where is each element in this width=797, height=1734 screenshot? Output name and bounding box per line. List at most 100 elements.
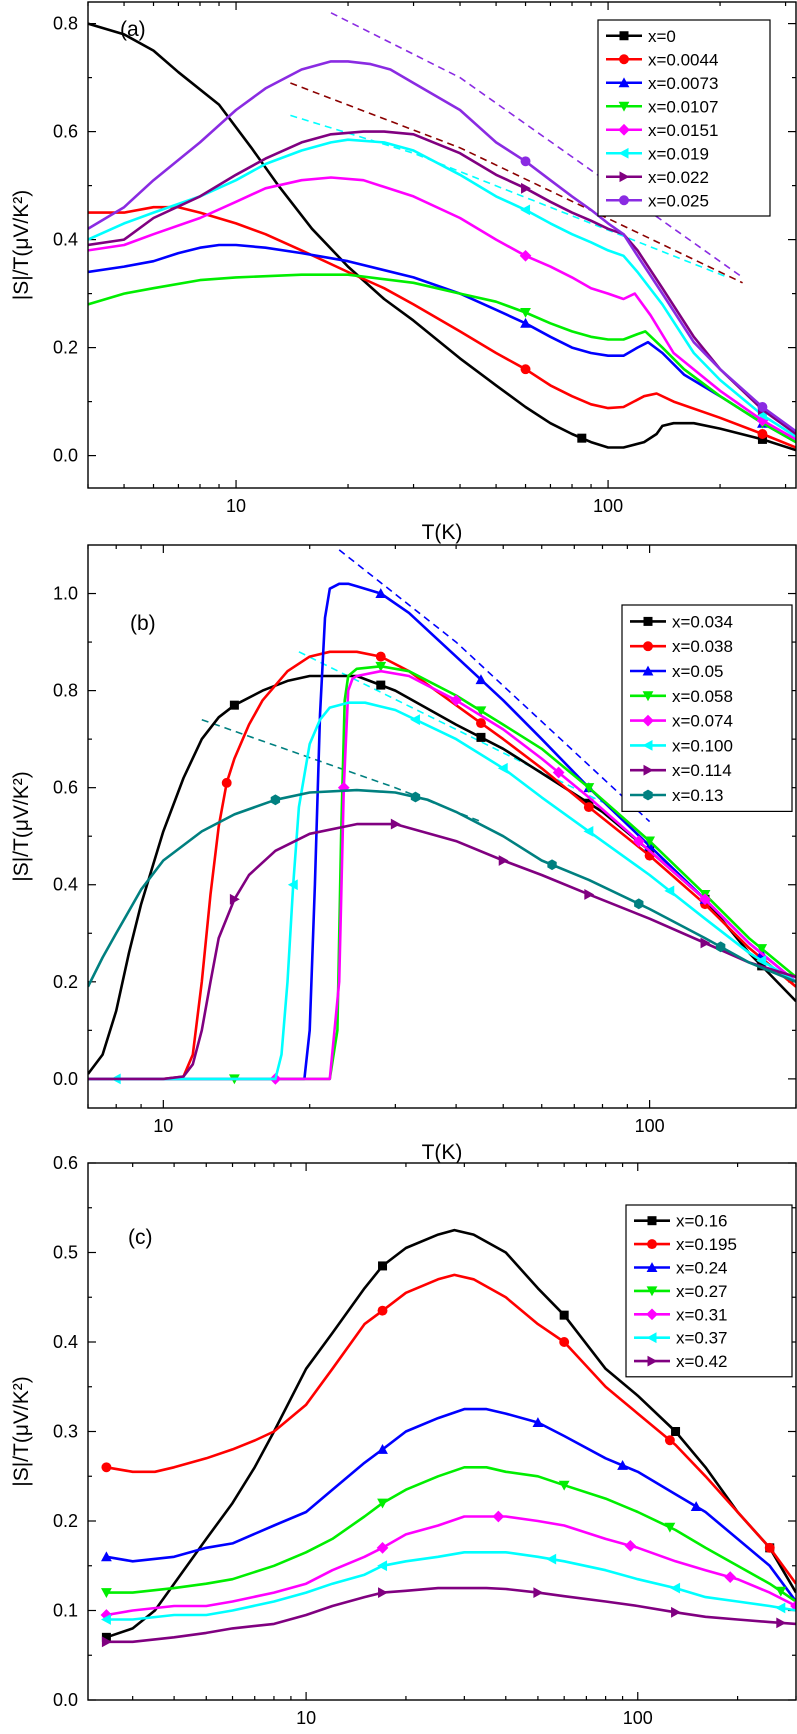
legend-entry: x=0.0044 — [648, 50, 718, 69]
legend-entry: x=0.27 — [676, 1282, 728, 1301]
data-point — [583, 783, 595, 794]
data-point — [270, 794, 281, 806]
data-point — [519, 249, 532, 262]
legend-marker — [642, 714, 654, 727]
series-line — [88, 205, 796, 449]
data-point — [756, 955, 767, 967]
data-point — [757, 429, 768, 439]
x-tick-label: 10 — [226, 496, 246, 516]
series-line — [88, 273, 796, 444]
data-point — [584, 889, 595, 900]
data-point — [375, 661, 387, 672]
data-point — [101, 1551, 112, 1562]
legend-marker — [619, 31, 629, 41]
data-point — [664, 1435, 675, 1446]
legend-marker — [646, 1332, 657, 1344]
data-point — [520, 364, 531, 375]
plot-area — [100, 1228, 796, 1648]
data-point — [101, 1588, 112, 1598]
data-point — [520, 156, 531, 167]
legend-marker — [643, 789, 653, 801]
guide-dashed-line — [290, 114, 729, 279]
plot-area — [88, 12, 796, 452]
series-line — [88, 243, 796, 444]
chart-panel-2: 10 100 0.0 0.2 0.4 0.6 0.8 1.0 T(K) |S|/T(μV/K²) (… — [10, 544, 797, 1164]
x-tick-label: 100 — [635, 1116, 665, 1136]
data-point — [520, 317, 531, 328]
data-point — [390, 818, 401, 830]
y-tick-label: 1.0 — [53, 584, 78, 604]
data-point — [671, 1606, 681, 1618]
data-point — [583, 825, 594, 837]
series-line — [88, 130, 796, 436]
series-line — [88, 582, 796, 1081]
series-line — [88, 788, 796, 988]
data-point — [375, 651, 386, 662]
legend-entry: x=0.24 — [676, 1259, 728, 1278]
y-tick-label: 0.6 — [53, 778, 78, 798]
data-point — [776, 1617, 787, 1629]
data-point — [634, 898, 644, 910]
legend-entry: x=0.114 — [672, 761, 732, 780]
data-point — [337, 781, 350, 794]
series-line — [106, 1551, 796, 1621]
legend-entry: x=0.37 — [676, 1329, 728, 1348]
legend-marker — [646, 1262, 658, 1272]
data-point — [547, 859, 557, 871]
series-line — [106, 1586, 796, 1644]
x-tick-label: 10 — [296, 1708, 316, 1728]
data-point — [521, 182, 531, 194]
x-axis-label: T(K) — [422, 1141, 463, 1164]
data-point — [764, 1542, 775, 1553]
y-tick-label: 0.4 — [53, 1332, 78, 1352]
legend-marker — [618, 123, 630, 136]
legend-marker — [642, 691, 654, 702]
legend-entry: x=0.13 — [672, 786, 724, 805]
legend-marker — [642, 740, 653, 751]
legend-entry: x=0.31 — [676, 1305, 728, 1324]
legend-entry: x=0.0073 — [648, 74, 718, 93]
data-point — [101, 1614, 111, 1625]
data-point — [410, 714, 420, 726]
legend-marker — [646, 1286, 658, 1297]
legend-entry: x=0.0107 — [648, 97, 718, 116]
data-point — [775, 1602, 786, 1614]
data-point — [101, 1462, 112, 1473]
y-tick-label: 0.4 — [53, 230, 78, 250]
series-line — [88, 701, 796, 1081]
data-point — [410, 791, 421, 803]
data-point — [624, 1539, 637, 1552]
data-point — [101, 1636, 112, 1648]
data-point — [559, 1337, 570, 1347]
data-point — [559, 1310, 569, 1320]
legend-entry: x=0.038 — [672, 637, 733, 656]
legend-box — [597, 19, 771, 217]
legend-marker — [618, 77, 630, 88]
y-tick-label: 0.8 — [53, 681, 78, 701]
legend-marker — [619, 195, 629, 206]
series-line — [88, 138, 796, 438]
legend-entry: x=0.100 — [672, 736, 733, 755]
legend-marker — [619, 171, 630, 183]
legend-marker — [643, 616, 653, 626]
data-point — [757, 402, 768, 412]
y-tick-label: 0.6 — [53, 1153, 78, 1173]
plot-area — [88, 549, 796, 1085]
series-line — [105, 1228, 796, 1639]
chart-panel-3: 101000.00.10.20.30.40.50.6T(K)|S|/T(μV/K… — [10, 1153, 797, 1734]
data-point — [715, 941, 726, 953]
data-point — [497, 762, 508, 774]
data-point — [520, 308, 531, 318]
series-line — [88, 60, 796, 433]
data-point — [670, 1582, 681, 1594]
x-tick-label: 100 — [623, 1708, 653, 1728]
data-point — [533, 1587, 544, 1598]
y-tick-label: 0.5 — [53, 1243, 78, 1263]
x-axis-label: T(K) — [422, 521, 463, 544]
legend-entry: x=0.058 — [672, 687, 733, 706]
guide-dashed-line — [338, 549, 651, 823]
legend-marker — [646, 1308, 658, 1321]
data-point — [377, 1444, 388, 1454]
legend-box — [621, 604, 793, 812]
